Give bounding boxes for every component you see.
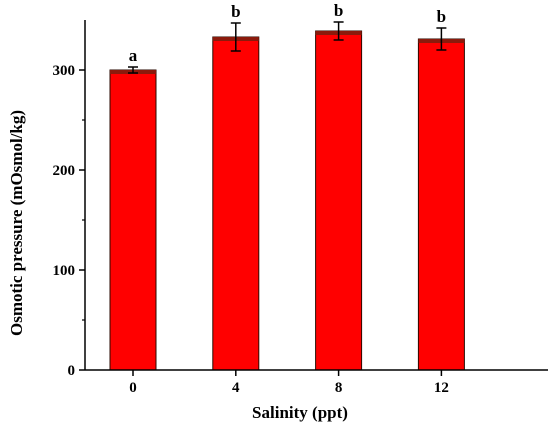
bar	[109, 69, 157, 371]
y-tick-label: 0	[68, 363, 76, 379]
y-tick-label: 200	[53, 163, 76, 179]
bar	[417, 38, 465, 371]
x-axis-title: Salinity (ppt)	[252, 403, 348, 422]
bars	[109, 30, 465, 371]
x-tick-label: 0	[129, 380, 137, 396]
y-tick-label: 300	[53, 63, 76, 79]
x-axis-ticks: 0 4 8 12	[129, 370, 449, 396]
bar	[315, 30, 363, 371]
x-tick-label: 8	[335, 380, 343, 396]
significance-letter: b	[334, 1, 343, 20]
y-axis-ticks: 0 100 200 300	[53, 63, 85, 379]
x-tick-label: 4	[232, 380, 240, 396]
error-bars	[128, 21, 447, 74]
x-tick-label: 12	[434, 380, 449, 396]
significance-letter: a	[129, 46, 138, 65]
significance-letter: b	[437, 7, 446, 26]
significance-letters: a b b b	[129, 1, 446, 65]
significance-letter: b	[231, 2, 240, 21]
bar	[212, 36, 260, 371]
y-axis-title: Osmotic pressure (mOsmol/kg)	[7, 110, 26, 336]
y-tick-label: 100	[53, 263, 76, 279]
